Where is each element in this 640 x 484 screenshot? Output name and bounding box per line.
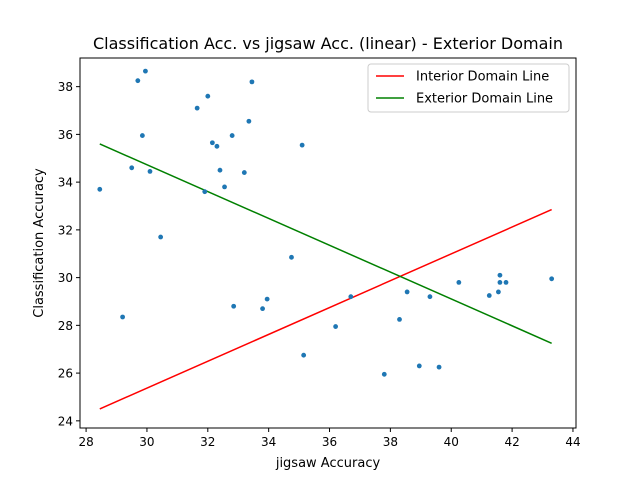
x-tick-label: 30 [139, 435, 154, 449]
x-tick-label: 40 [444, 435, 459, 449]
y-tick-label: 28 [58, 319, 73, 333]
data-point [264, 296, 270, 302]
y-tick-label: 38 [58, 80, 73, 94]
data-point [348, 294, 354, 300]
data-point [120, 314, 126, 320]
x-tick-label: 28 [78, 435, 93, 449]
data-point [229, 133, 235, 138]
data-point [549, 276, 555, 282]
data-point [246, 118, 252, 124]
scatter-points [97, 68, 555, 377]
data-point [231, 303, 237, 309]
data-point [416, 363, 422, 369]
legend-label-interior: Interior Domain Line [416, 70, 549, 85]
data-point [249, 79, 255, 85]
data-point [147, 168, 153, 174]
series-line-interior [99, 208, 552, 410]
x-tick-label: 32 [200, 435, 215, 449]
data-point [497, 279, 503, 285]
y-tick-label: 30 [58, 271, 73, 285]
data-point [404, 289, 410, 295]
y-tick-label: 34 [58, 176, 73, 190]
data-point [301, 352, 307, 358]
plot-area: 28 30 32 34 36 38 40 42 44 24 26 28 30 32 34 36 38 [58, 57, 581, 449]
data-point [436, 364, 442, 370]
data-point [497, 272, 503, 278]
data-point [299, 142, 305, 148]
data-point [97, 186, 103, 192]
data-point [260, 306, 265, 312]
data-point [289, 254, 294, 260]
x-axis-ticks: 28 30 32 34 36 38 40 42 44 [78, 428, 581, 449]
x-tick-label: 44 [565, 435, 580, 449]
data-point [158, 234, 164, 240]
x-tick-label: 38 [383, 435, 398, 449]
legend: Interior Domain Line Exterior Domain Lin… [367, 63, 570, 113]
data-point [209, 140, 215, 146]
data-point [456, 279, 462, 285]
legend-label-exterior: Exterior Domain Line [416, 92, 553, 107]
data-point [381, 371, 387, 377]
data-point [205, 93, 211, 99]
x-tick-label: 36 [322, 435, 337, 449]
chart-title: Classification Acc. vs jigsaw Acc. (line… [93, 34, 563, 53]
y-tick-label: 32 [58, 223, 73, 237]
data-point [129, 165, 135, 171]
data-point [217, 167, 223, 173]
data-point [214, 143, 220, 149]
x-axis-label: jigsaw Accuracy [275, 456, 381, 471]
data-point [333, 324, 339, 329]
data-point [143, 68, 148, 74]
data-point [135, 78, 141, 84]
series-line-exterior [99, 143, 552, 344]
y-axis-label: Classification Accuracy [32, 168, 47, 318]
plot-frame [79, 57, 577, 429]
x-tick-label: 42 [504, 435, 519, 449]
data-point [486, 293, 492, 298]
data-point [222, 184, 227, 190]
y-tick-label: 26 [58, 367, 73, 381]
data-point [241, 170, 247, 175]
data-point [397, 316, 402, 322]
data-point [194, 105, 200, 111]
x-tick-label: 34 [261, 435, 276, 449]
data-point [427, 294, 433, 300]
data-point [139, 133, 145, 138]
series-lines [99, 143, 552, 410]
data-point [202, 189, 208, 195]
data-point [496, 289, 501, 295]
y-axis-ticks: 24 26 28 30 32 34 36 38 [58, 80, 80, 428]
legend-box [367, 63, 570, 113]
y-tick-label: 24 [58, 414, 73, 428]
data-point [503, 279, 509, 285]
y-tick-label: 36 [58, 128, 73, 142]
